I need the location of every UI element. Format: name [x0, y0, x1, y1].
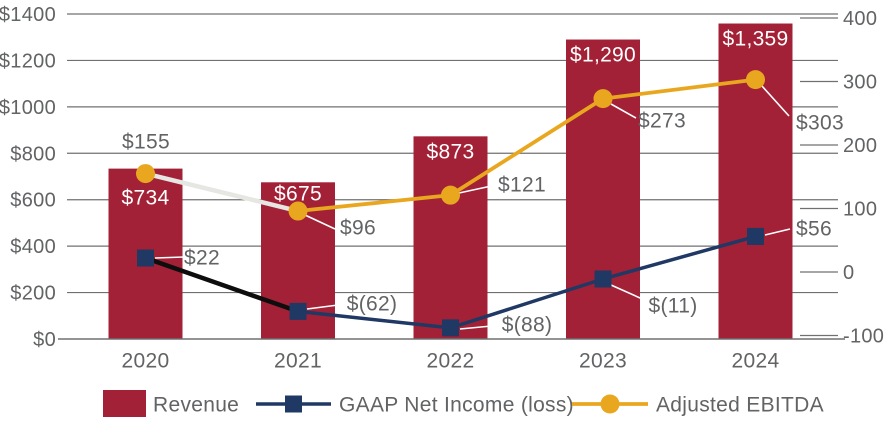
- net-income-marker-2022[interactable]: [442, 319, 459, 337]
- legend-label-ebitda: Adjusted EBITDA: [656, 393, 824, 416]
- right-axis-tick-label: -100: [843, 326, 884, 348]
- net-income-value-label: $22: [184, 246, 220, 269]
- right-axis-tick-label: 400: [843, 8, 877, 30]
- left-axis-tick-label: $400: [10, 236, 56, 258]
- net-income-marker-2020[interactable]: [137, 249, 154, 267]
- legend-marker-circle-icon: [600, 394, 620, 414]
- x-axis-label-2024: 2024: [732, 349, 780, 372]
- label-leader-line: [761, 85, 790, 117]
- label-leader-line: [304, 214, 336, 230]
- ebitda-value-label: $96: [340, 216, 376, 239]
- ebitda-marker-2020[interactable]: [136, 164, 155, 184]
- bar-value-label: $1,290: [570, 43, 636, 66]
- right-axis-tick-label: 100: [843, 199, 877, 221]
- bar-revenue-2023[interactable]: [566, 39, 640, 340]
- bar-value-label: $675: [274, 182, 322, 205]
- net-income-line-segment: [143, 255, 301, 314]
- right-axis-tick-label: 0: [843, 262, 854, 284]
- right-axis-tick-label: 200: [843, 135, 877, 157]
- label-leader-line: [610, 284, 650, 303]
- left-axis-tick-label: $1000: [0, 97, 56, 119]
- net-income-marker-2021[interactable]: [289, 302, 307, 320]
- right-axis-tick-label: 300: [843, 72, 877, 94]
- net-income-value-label: $(11): [649, 294, 698, 317]
- legend-label-revenue: Revenue: [153, 393, 239, 416]
- bar-value-label: $873: [427, 140, 475, 163]
- left-axis-tick-label: $800: [10, 143, 56, 165]
- ebitda-line-segment: [601, 77, 758, 101]
- left-axis-tick-label: $1200: [0, 50, 56, 72]
- label-leader-line: [459, 324, 503, 330]
- label-leader-line: [764, 228, 791, 236]
- legend-label-net-income: GAAP Net Income (loss): [339, 393, 574, 416]
- net-income-line-segment: [601, 234, 758, 281]
- net-income-value-label: $56: [796, 217, 832, 240]
- net-income-value-label: $(62): [347, 292, 398, 315]
- net-income-line-segment: [296, 309, 453, 330]
- net-income-marker-2023[interactable]: [594, 270, 612, 288]
- legend-item-ebitda[interactable]: Adjusted EBITDA: [572, 393, 824, 416]
- label-leader-line: [458, 184, 497, 194]
- ebitda-marker-2023[interactable]: [593, 89, 613, 109]
- left-axis-tick-label: $0: [33, 329, 56, 351]
- legend-item-net-income[interactable]: GAAP Net Income (loss): [256, 393, 574, 416]
- ebitda-line-segment: [296, 193, 453, 213]
- label-leader-line: [610, 103, 637, 119]
- net-income-marker-2024[interactable]: [747, 227, 764, 245]
- label-leader-line: [306, 303, 347, 310]
- x-axis-label-2022: 2022: [427, 349, 475, 372]
- legend-marker-square-icon: [285, 395, 302, 413]
- ebitda-marker-2024[interactable]: [746, 70, 765, 90]
- ebitda-value-label: $121: [498, 173, 546, 196]
- left-axis-tick-label: $200: [10, 283, 56, 305]
- ebitda-marker-2022[interactable]: [441, 185, 460, 205]
- bar-value-label: $1,359: [722, 27, 788, 50]
- ebitda-line-segment: [448, 96, 605, 198]
- bar-revenue-2022[interactable]: [413, 136, 488, 339]
- ebitda-marker-2021[interactable]: [288, 201, 308, 221]
- ebitda-value-label: $303: [796, 111, 844, 134]
- net-income-line-segment: [448, 277, 605, 330]
- x-axis-label-2020: 2020: [122, 349, 170, 372]
- ebitda-value-label: $273: [638, 109, 686, 132]
- legend-item-revenue[interactable]: Revenue: [103, 390, 239, 417]
- x-axis-label-2023: 2023: [579, 349, 627, 372]
- left-axis-tick-label: $1400: [0, 4, 56, 26]
- left-axis-tick-label: $600: [10, 190, 56, 212]
- bar-value-label: $734: [122, 186, 170, 209]
- ebitda-value-label: $155: [122, 130, 170, 153]
- legend-swatch-revenue: [103, 390, 146, 417]
- ebitda-line-segment: [143, 171, 301, 214]
- label-leader-line: [154, 256, 185, 259]
- net-income-value-label: $(88): [502, 313, 553, 336]
- x-axis-label-2021: 2021: [274, 349, 322, 372]
